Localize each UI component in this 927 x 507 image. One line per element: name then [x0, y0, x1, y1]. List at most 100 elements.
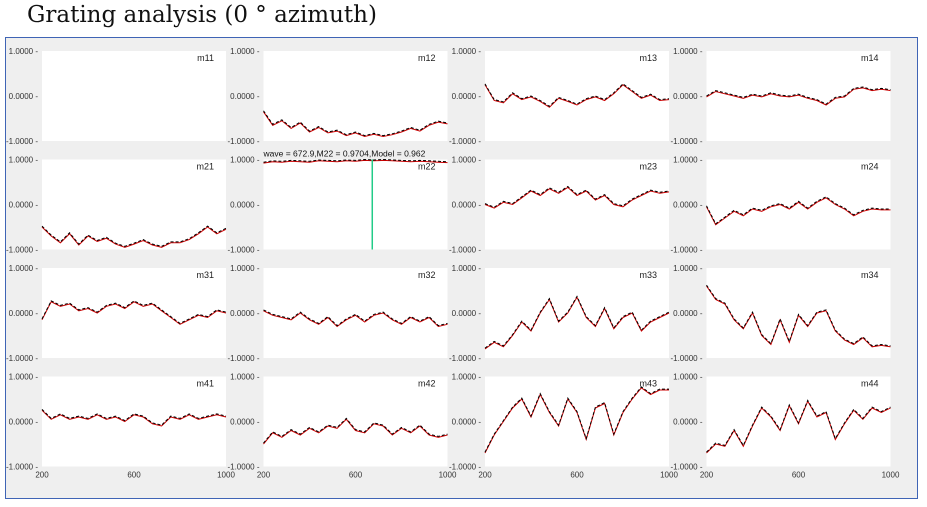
series-measured-m24	[706, 197, 891, 226]
series-measured-m22	[263, 159, 448, 164]
y-tick-label: 0.0000 -	[9, 309, 39, 318]
y-tick-label: 0.0000 -	[673, 309, 703, 318]
y-tick-label: 1.0000 -	[230, 47, 260, 56]
x-tick-label: 600	[792, 471, 806, 480]
y-tick-label: 1.0000 -	[673, 156, 703, 165]
chart-frame: 1.0000 - 0.0000 - -1.0000 - m11 1.0000 - 0.00…	[5, 37, 918, 499]
x-tick-label: 200	[478, 471, 492, 480]
plot-area-m41	[42, 376, 226, 467]
y-tick-label: 0.0000 -	[9, 92, 39, 101]
y-tick-label: -1.0000 -	[670, 354, 702, 363]
y-tick-label: -1.0000 -	[449, 463, 481, 472]
y-tick-label: 0.0000 -	[9, 418, 39, 427]
x-tick-label: 1000	[217, 471, 235, 480]
y-tick-label: 0.0000 -	[452, 92, 482, 101]
y-tick-label: 1.0000 -	[9, 264, 39, 273]
series-model-m23	[484, 185, 670, 208]
y-tick-label: -1.0000 -	[227, 354, 259, 363]
series-measured-m31	[41, 301, 227, 325]
series-measured-m12	[263, 111, 448, 138]
y-tick-label: 0.0000 -	[230, 309, 260, 318]
cursor-tooltip: wave = 672.9,M22 = 0.9704,Model = 0.962	[263, 149, 426, 159]
x-tick-label: 600	[127, 471, 141, 480]
panel-label-m34: m34	[861, 270, 879, 280]
panel-label-m41: m41	[196, 379, 214, 389]
panel-label-m31: m31	[196, 270, 214, 280]
plot-grid: 1.0000 - 0.0000 - -1.0000 - m11 1.0000 - 0.00…	[6, 47, 900, 480]
y-tick-label: 1.0000 -	[230, 373, 260, 382]
plot-area-m31	[42, 268, 226, 358]
x-tick-label: 200	[257, 471, 271, 480]
y-tick-label: 0.0000 -	[673, 92, 703, 101]
series-model-m42	[263, 417, 448, 444]
plot-area-m22	[263, 159, 448, 250]
x-tick-label: 1000	[660, 471, 678, 480]
y-tick-label: -1.0000 -	[670, 137, 702, 146]
series-measured-m23	[484, 186, 670, 209]
series-measured-m13	[484, 84, 670, 108]
panel-label-m22: m22	[418, 162, 436, 172]
panel-label-m13: m13	[639, 53, 657, 63]
plot-area-m11	[42, 51, 226, 141]
panel-label-m12: m12	[418, 53, 436, 63]
series-model-m33	[484, 295, 670, 349]
series-measured-m21	[41, 226, 227, 248]
y-tick-label: 0.0000 -	[452, 418, 482, 427]
y-tick-label: -1.0000 -	[449, 354, 481, 363]
y-tick-label: 1.0000 -	[230, 264, 260, 273]
x-tick-label: 200	[35, 471, 49, 480]
y-tick-label: 1.0000 -	[452, 373, 482, 382]
y-tick-label: -1.0000 -	[227, 246, 259, 255]
page-title: Grating analysis (0 ° azimuth)	[27, 2, 377, 28]
y-tick-label: -1.0000 -	[6, 463, 38, 472]
panel-label-m42: m42	[418, 379, 436, 389]
y-tick-label: -1.0000 -	[670, 246, 702, 255]
x-tick-label: 600	[349, 471, 363, 480]
plot-area-m44	[706, 376, 891, 467]
y-tick-label: 0.0000 -	[230, 92, 260, 101]
y-tick-label: 1.0000 -	[673, 373, 703, 382]
y-tick-label: 1.0000 -	[9, 373, 39, 382]
series-model-m34	[706, 284, 891, 347]
plot-area-m23	[485, 159, 669, 250]
y-tick-label: 1.0000 -	[9, 47, 39, 56]
plot-area-m34	[706, 268, 891, 358]
panel-label-m32: m32	[418, 270, 436, 280]
series-model-m21	[41, 225, 227, 247]
y-tick-label: 1.0000 -	[673, 264, 703, 273]
panel-label-m11: m11	[197, 53, 214, 63]
y-tick-label: -1.0000 -	[6, 354, 38, 363]
y-tick-label: 0.0000 -	[230, 201, 260, 210]
series-model-m22	[263, 158, 448, 163]
y-tick-label: -1.0000 -	[670, 463, 702, 472]
y-tick-label: 1.0000 -	[452, 264, 482, 273]
plot-area-m21	[42, 159, 226, 250]
y-tick-label: 1.0000 -	[452, 47, 482, 56]
series-measured-m41	[41, 409, 227, 427]
y-tick-label: 1.0000 -	[230, 156, 260, 165]
y-tick-label: 0.0000 -	[673, 418, 703, 427]
series-model-m44	[706, 399, 891, 453]
panel-label-m21: m21	[196, 162, 214, 172]
series-model-m13	[484, 83, 670, 107]
y-tick-label: -1.0000 -	[449, 246, 481, 255]
y-tick-label: 1.0000 -	[673, 47, 703, 56]
series-model-m12	[263, 110, 448, 137]
series-model-m14	[706, 86, 891, 105]
panel-label-m23: m23	[639, 162, 657, 172]
x-tick-label: 200	[700, 471, 714, 480]
y-tick-label: -1.0000 -	[6, 137, 38, 146]
series-measured-m42	[263, 418, 448, 445]
panel-label-m44: m44	[861, 379, 879, 389]
x-tick-label: 1000	[439, 471, 457, 480]
y-tick-label: -1.0000 -	[6, 246, 38, 255]
y-tick-label: 0.0000 -	[673, 201, 703, 210]
series-model-m24	[706, 196, 891, 225]
panel-label-m14: m14	[861, 53, 879, 63]
y-tick-label: -1.0000 -	[227, 463, 259, 472]
y-tick-label: 0.0000 -	[9, 201, 39, 210]
series-model-m32	[263, 309, 448, 327]
x-tick-label: 600	[570, 471, 584, 480]
plot-area-m13	[485, 51, 669, 141]
plot-area-m42	[263, 376, 448, 467]
